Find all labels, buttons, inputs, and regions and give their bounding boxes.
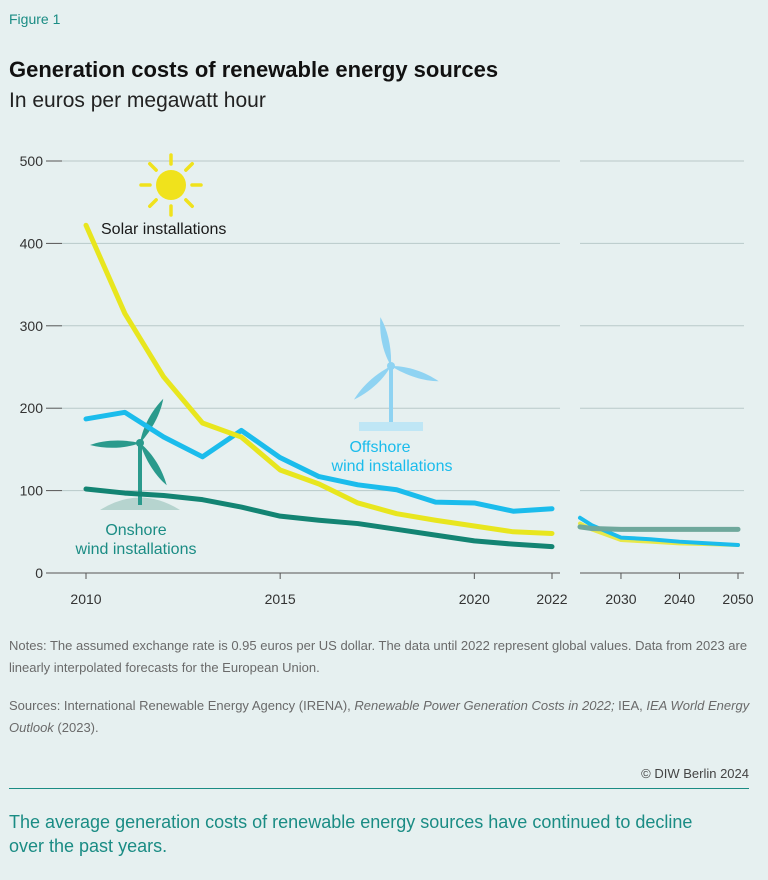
sun-ray (148, 198, 158, 208)
turbine-blade (353, 366, 391, 400)
y-tick-label: 300 (20, 318, 44, 334)
onshore-forecast-line (577, 524, 741, 532)
turbine-blade (140, 398, 164, 443)
x-tick-label: 2015 (265, 591, 296, 607)
sun-disc (156, 170, 186, 200)
sources-middle: IEA, (614, 698, 647, 713)
turbine-tower (389, 366, 393, 426)
turbine-tower (138, 443, 142, 505)
takeaway-text: The average generation costs of renewabl… (9, 812, 693, 856)
copyright: © DIW Berlin 2024 (641, 766, 749, 781)
x-tick-label: 2030 (605, 591, 636, 607)
y-tick-label: 200 (20, 400, 44, 416)
notes-text: Notes: The assumed exchange rate is 0.95… (9, 638, 748, 675)
turbine-blade (391, 365, 439, 382)
iea-report-title: IEA World Energy Outlook (9, 698, 750, 735)
onshore-series-label: Onshore (105, 522, 166, 539)
offshore-series-label: Offshore (349, 439, 410, 456)
chart-subtitle: In euros per megawatt hour (9, 89, 266, 112)
offshore-turbine-icon (353, 317, 439, 431)
x-tick-label: 2020 (459, 591, 490, 607)
turbine-water (359, 422, 423, 431)
solar-series-label: Solar installations (101, 221, 226, 238)
offshore-series-label: wind installations (331, 458, 453, 475)
sun-icon (139, 153, 203, 217)
turbine-hub (387, 362, 395, 370)
turbine-hub (136, 439, 144, 447)
turbine-blade (140, 443, 167, 486)
sun-ray (184, 198, 194, 208)
x-tick-label: 2050 (722, 591, 753, 607)
irena-report-title: Renewable Power Generation Costs in 2022… (354, 698, 615, 713)
offshore-series-line (83, 409, 555, 514)
generation-cost-chart: 0 100 200 300 400 500 2010 2015 2020 2022 2030 2040… (20, 153, 754, 607)
figure-label: Figure 1 (9, 11, 61, 27)
y-tick-label: 500 (20, 153, 44, 169)
sources-prefix: Sources: International Renewable Energy … (9, 698, 355, 713)
x-tick-label: 2022 (536, 591, 567, 607)
solar-series-line (83, 222, 555, 536)
x-tick-label: 2040 (664, 591, 695, 607)
y-tick-label: 100 (20, 483, 44, 499)
y-tick-label: 0 (35, 565, 43, 581)
onshore-series-line (83, 486, 555, 550)
onshore-series-label: wind installations (75, 541, 197, 558)
sun-ray (148, 162, 158, 172)
x-tick-label: 2010 (70, 591, 101, 607)
turbine-blade (380, 317, 392, 366)
sources-suffix: (2023). (53, 720, 99, 735)
onshore-turbine-icon (90, 398, 180, 510)
divider (9, 788, 749, 789)
sources-text: Sources: International Renewable Energy … (9, 695, 754, 739)
turbine-blade (90, 440, 140, 448)
offshore-forecast-line (578, 515, 740, 547)
chart-title: Generation costs of renewable energy sou… (9, 57, 499, 82)
y-tick-label: 400 (20, 235, 44, 251)
sun-ray (184, 162, 194, 172)
